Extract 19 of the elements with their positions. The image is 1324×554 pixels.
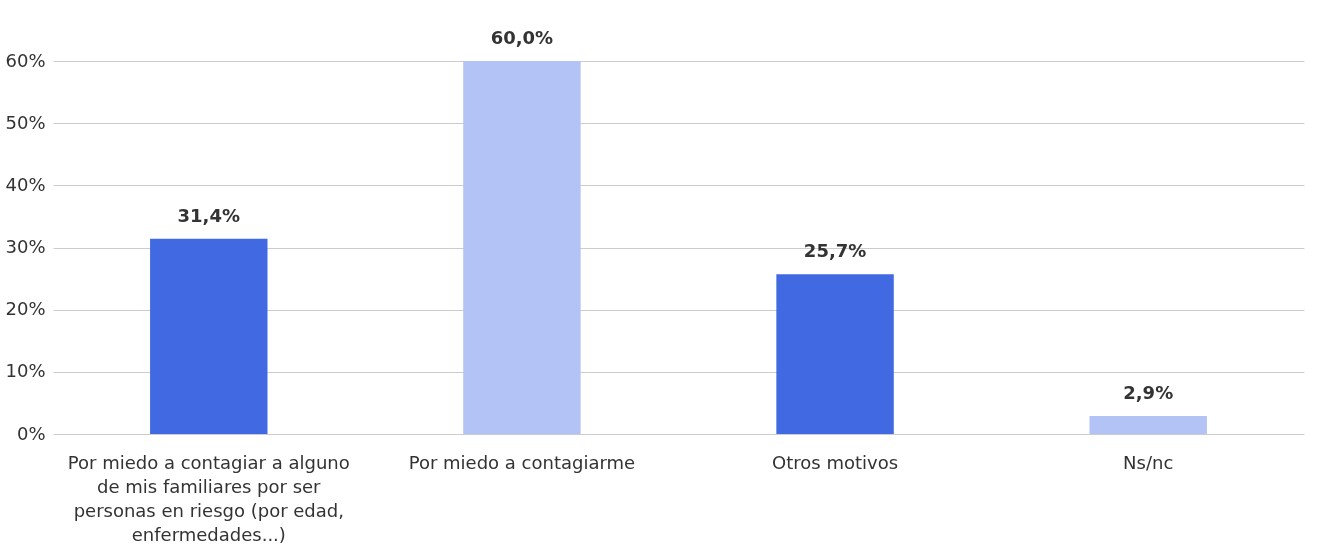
y-tick-label: 40% (5, 173, 46, 195)
x-tick-label: Otros motivos (772, 451, 899, 473)
bar (463, 61, 581, 434)
y-tick-label: 30% (5, 236, 46, 257)
y-tick-label: 0% (16, 422, 46, 444)
y-tick-label: 50% (5, 111, 46, 133)
data-label: 60,0% (490, 27, 554, 48)
y-tick-label: 10% (5, 360, 46, 382)
y-tick-label: 20% (5, 298, 46, 320)
bar (1089, 415, 1207, 434)
x-tick-label: Por miedo a contagiarme (408, 451, 636, 473)
bar (150, 238, 268, 434)
bar (776, 274, 894, 434)
y-tick-label: 60% (5, 49, 46, 71)
data-label: 31,4% (177, 204, 241, 226)
x-tick-label: Ns/nc (1123, 451, 1174, 473)
data-label: 25,7% (803, 240, 867, 262)
x-tick-label: Por miedo a contagiar a alguno de mis familiares por ser personas en riesgo (por edad, enfermedades...) (67, 451, 350, 545)
data-label: 2,9% (1123, 381, 1174, 403)
